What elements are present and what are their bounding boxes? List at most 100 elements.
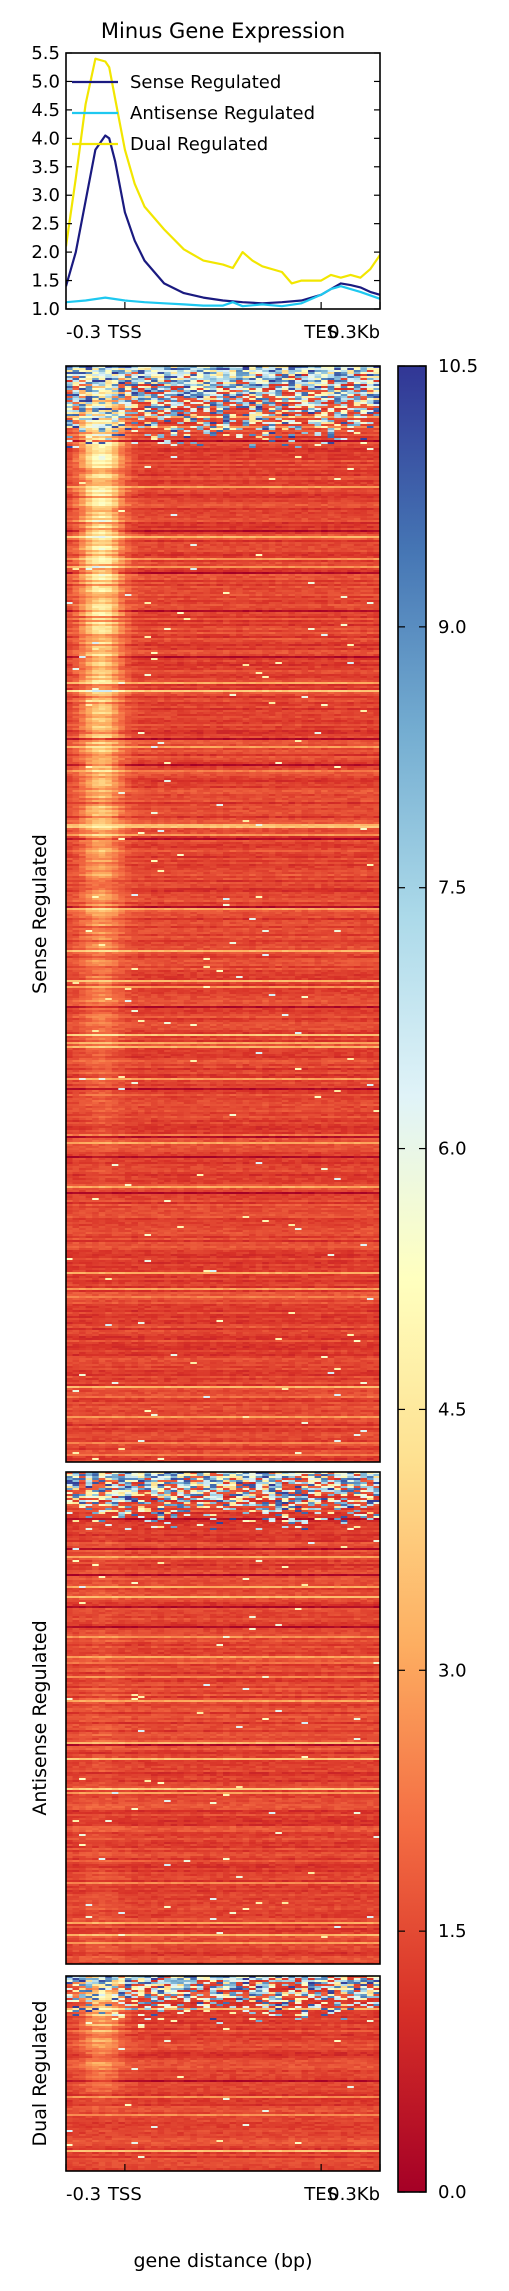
heatmap-cell [125, 416, 132, 418]
heatmap-cell [223, 370, 230, 372]
heatmap-cell [151, 376, 158, 378]
heatmap-cell [151, 396, 158, 398]
heatmap-cell [354, 392, 361, 394]
heatmap-cell [177, 418, 184, 420]
heatmap-cell [269, 394, 276, 396]
heatmap-cell [223, 416, 230, 418]
heatmap-cell [302, 392, 309, 394]
heatmap-cell [177, 374, 184, 376]
heatmap-cell [334, 388, 341, 390]
heatmap-cell [216, 406, 223, 408]
heatmap-cell [275, 372, 282, 374]
heatmap-cell [295, 386, 302, 388]
heatmap-cell [171, 406, 178, 408]
heatmap-cell [99, 378, 106, 380]
heatmap-cell [236, 404, 243, 406]
heatmap-cell [118, 394, 125, 396]
heatmap-cell [99, 386, 106, 388]
heatmap-cell [360, 368, 367, 370]
heatmap-cell [354, 398, 361, 400]
heatmap-cell [334, 412, 341, 414]
heatmap-cell [145, 372, 152, 374]
heatmap-cell [341, 392, 348, 394]
heatmap-cell [92, 400, 99, 402]
heatmap-cell [99, 414, 106, 416]
heatmap-cell [282, 398, 289, 400]
heatmap-cell [125, 404, 132, 406]
heatmap-cell [210, 408, 217, 410]
heatmap-cell [354, 388, 361, 390]
heatmap-cell [203, 408, 210, 410]
heatmap-cell [321, 380, 328, 382]
heatmap-cell [243, 382, 250, 384]
heatmap-cell [341, 416, 348, 418]
heatmap-cell [262, 388, 269, 390]
heatmap-cell [334, 414, 341, 416]
heatmap-cell [66, 406, 73, 408]
heatmap-cell [79, 406, 86, 408]
heatmap-cell [105, 396, 112, 398]
heatmap-cell [138, 408, 145, 410]
heatmap-cell [295, 416, 302, 418]
heatmap-cell [334, 402, 341, 404]
heatmap-cell [171, 414, 178, 416]
heatmap-cell [282, 400, 289, 402]
heatmap-cell [223, 412, 230, 414]
heatmap-cell [177, 402, 184, 404]
heatmap-cell [315, 402, 322, 404]
heatmap-cell [216, 398, 223, 400]
heatmap-cell [177, 370, 184, 372]
heatmap-cell [138, 412, 145, 414]
heatmap-cell [249, 388, 256, 390]
heatmap-cell [125, 386, 132, 388]
heatmap-cell [236, 382, 243, 384]
heatmap-cell [334, 372, 341, 374]
heatmap-cell [210, 382, 217, 384]
heatmap-cell [315, 378, 322, 380]
heatmap-cell [341, 386, 348, 388]
heatmap-cell [131, 408, 138, 410]
heatmap-cell [249, 374, 256, 376]
heatmap-cell [66, 382, 73, 384]
heatmap-cell [164, 380, 171, 382]
heatmap-cell [164, 374, 171, 376]
heatmap-cell [131, 370, 138, 372]
heatmap-cell [308, 386, 315, 388]
heatmap-cell [92, 392, 99, 394]
heatmap-cell [197, 372, 204, 374]
heatmap-cell [269, 402, 276, 404]
heatmap-cell [243, 378, 250, 380]
heatmap-cell [151, 382, 158, 384]
heatmap-cell [341, 390, 348, 392]
heatmap-cell [164, 410, 171, 412]
heatmap-cell [216, 400, 223, 402]
heatmap-cell [171, 368, 178, 370]
heatmap-cell [92, 404, 99, 406]
heatmap-cell [125, 368, 132, 370]
heatmap-cell [243, 402, 250, 404]
heatmap-cell [302, 418, 309, 420]
heatmap-cell [315, 400, 322, 402]
heatmap-cell [86, 412, 93, 414]
heatmap-cell [341, 398, 348, 400]
heatmap-cell [210, 374, 217, 376]
heatmap-cell [66, 402, 73, 404]
heatmap-cell [79, 368, 86, 370]
heatmap-cell [190, 372, 197, 374]
heatmap-cell [347, 382, 354, 384]
heatmap-cell [328, 370, 335, 372]
heatmap-cell [118, 368, 125, 370]
heatmap-cell [92, 372, 99, 374]
heatmap-cell [262, 384, 269, 386]
heatmap-cell [367, 388, 374, 390]
heatmap-cell [164, 392, 171, 394]
heatmap-cell [282, 392, 289, 394]
heatmap-cell [328, 392, 335, 394]
heatmap-cell [243, 414, 250, 416]
heatmap-cell [230, 404, 237, 406]
heatmap-cell [197, 368, 204, 370]
heatmap-cell [308, 390, 315, 392]
heatmap-cell [223, 392, 230, 394]
heatmap-cell [112, 372, 119, 374]
heatmap-cell [216, 390, 223, 392]
